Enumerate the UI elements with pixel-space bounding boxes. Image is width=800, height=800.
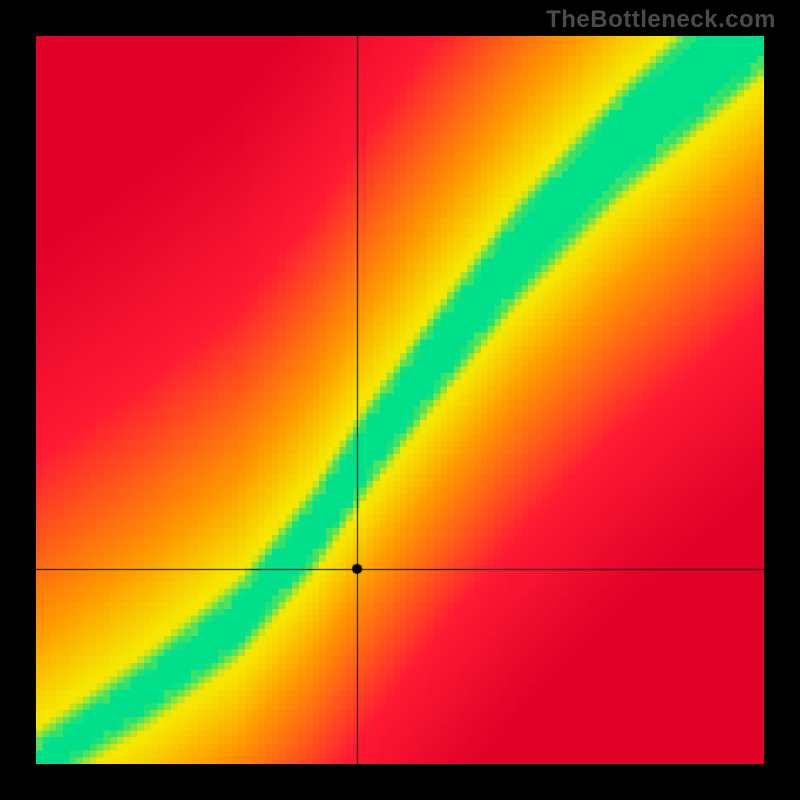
watermark-text: TheBottleneck.com (546, 6, 776, 34)
chart-container: { "watermark": { "text": "TheBottleneck.… (0, 0, 800, 800)
crosshair-overlay (36, 36, 764, 764)
